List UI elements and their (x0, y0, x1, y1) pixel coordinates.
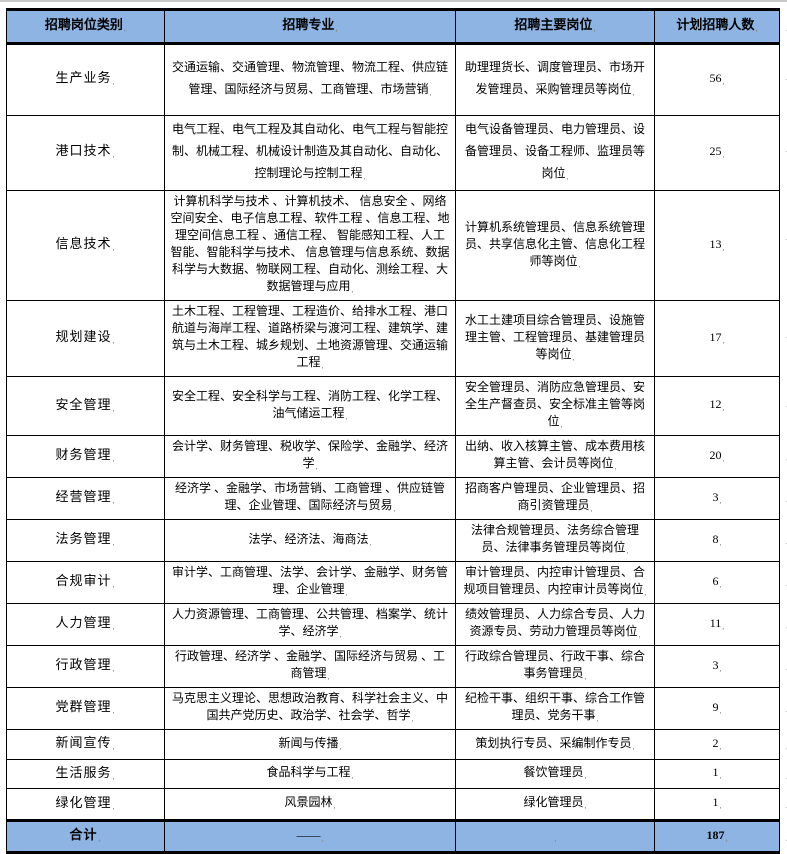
header-label-count: 计划招聘人数 (676, 16, 757, 37)
majors-cell: 会计学、财务管理、税收学、保险学、金融学、经济学 (165, 436, 456, 477)
majors-cell: 土木工程、工程管理、工程造价、给排水工程、港口航道与海岸工程、道路桥梁与渡河工程… (165, 301, 456, 376)
table-row: 财务管理 会计学、财务管理、税收学、保险学、金融学、经济学 出纳、收入核算主管、… (7, 436, 787, 478)
majors-cell: 新闻与传播 (165, 730, 456, 759)
positions-cell: 计算机系统管理员、信息系统管理员、共享信息化主管、信息化工程师等岗位 (456, 191, 655, 300)
count-cell: 1 (655, 760, 779, 788)
total-count-cell: 187 (655, 822, 779, 851)
category-cell: 新闻宣传 (7, 730, 165, 759)
count-cell: 1 (655, 789, 779, 819)
majors-cell: 电气工程、电气工程及其自动化、电气工程与智能控制、机械工程、机械设计制造及其自动… (165, 116, 456, 190)
positions-cell: 招商客户管理员、企业管理员、招商引资管理员 (456, 478, 655, 519)
table-row: 信息技术 计算机科学与技术 、计算机技术、 信息安全 、网络空间安全、电子信息工… (7, 191, 787, 301)
table-row: 安全管理 安全工程、安全科学与工程、消防工程、化学工程、油气储运工程 安全管理员… (7, 377, 787, 436)
table-row: 法务管理 法学、经济法、海商法 法律合规管理员、法务综合管理员、法律事务管理员等… (7, 520, 787, 562)
positions-cell: 水工土建项目综合管理员、设施管理主管、工程管理员、基建管理员等岗位 (456, 301, 655, 376)
majors-cell: 风景园林 (165, 789, 456, 819)
category-cell: 法务管理 (7, 520, 165, 561)
count-cell: 11 (655, 604, 779, 645)
category-cell: 经营管理 (7, 478, 165, 519)
count-cell: 9 (655, 688, 779, 729)
category-cell: 人力管理 (7, 604, 165, 645)
count-cell: 17 (655, 301, 779, 376)
count-cell: 12 (655, 377, 779, 435)
count-cell: 25 (655, 116, 779, 190)
table-row: 党群管理 马克思主义理论、思想政治教育、科学社会主义、中国共产党历史、政治学、社… (7, 688, 787, 730)
positions-cell: 策划执行专员、采编制作专员 (456, 730, 655, 759)
category-cell: 财务管理 (7, 436, 165, 477)
table-row: 经营管理 经济学 、金融学、市场营销、工商管理 、供应链管理、企业管理、国际经济… (7, 478, 787, 520)
count-cell: 2 (655, 730, 779, 759)
positions-cell: 绿化管理员 (456, 789, 655, 819)
table-row: 绿化管理 风景园林 绿化管理员 1 (7, 789, 787, 822)
total-label-cell: 合计 (7, 822, 165, 851)
table-row: 新闻宣传 新闻与传播 策划执行专员、采编制作专员 2 (7, 730, 787, 760)
category-cell: 合规审计 (7, 562, 165, 603)
table-row: 合规审计 审计学、工商管理、法学、会计学、金融学、财务管理、企业管理 审计管理员… (7, 562, 787, 604)
count-cell: 13 (655, 191, 779, 300)
table-row: 行政管理 行政管理、经济学 、金融学、国际经济与贸易 、工商管理 行政综合管理员… (7, 646, 787, 688)
recruitment-table: 招聘岗位类别 招聘专业 招聘主要岗位 计划招聘人数 生产业务 交通运输、交通管理… (6, 8, 787, 854)
count-cell: 3 (655, 646, 779, 687)
majors-cell: 法学、经济法、海商法 (165, 520, 456, 561)
majors-cell: 行政管理、经济学 、金融学、国际经济与贸易 、工商管理 (165, 646, 456, 687)
category-cell: 信息技术 (7, 191, 165, 300)
top-divider (0, 0, 787, 2)
count-cell: 6 (655, 562, 779, 603)
category-cell: 党群管理 (7, 688, 165, 729)
header-cell-majors: 招聘专业 (165, 11, 456, 42)
table-footer-row: 合计 —— 187 (7, 822, 787, 851)
majors-cell: 计算机科学与技术 、计算机技术、 信息安全 、网络空间安全、电子信息工程、软件工… (165, 191, 456, 300)
header-cell-count: 计划招聘人数 (655, 11, 779, 42)
table-header-row: 招聘岗位类别 招聘专业 招聘主要岗位 计划招聘人数 (7, 11, 787, 45)
positions-cell: 绩效管理员、人力综合专员、人力资源专员、劳动力管理员等岗位 (456, 604, 655, 645)
category-cell: 港口技术 (7, 116, 165, 190)
positions-cell: 审计管理员、内控审计管理员、合规项目管理员、内控审计员等岗位 (456, 562, 655, 603)
table-row: 港口技术 电气工程、电气工程及其自动化、电气工程与智能控制、机械工程、机械设计制… (7, 116, 787, 191)
category-cell: 生活服务 (7, 760, 165, 788)
category-cell: 安全管理 (7, 377, 165, 435)
table-row: 生活服务 食品科学与工程 餐饮管理员 1 (7, 760, 787, 789)
category-cell: 规划建设 (7, 301, 165, 376)
header-cell-positions: 招聘主要岗位 (456, 11, 655, 42)
table-row: 人力管理 人力资源管理、工商管理、公共管理、档案学、统计学、经济学 绩效管理员、… (7, 604, 787, 646)
category-cell: 绿化管理 (7, 789, 165, 819)
positions-cell: 电气设备管理员、电力管理员、设备管理员、设备工程师、监理员等岗位 (456, 116, 655, 190)
positions-cell: 行政综合管理员、行政干事、综合事务管理员 (456, 646, 655, 687)
positions-cell: 助理理货长、调度管理员、市场开发管理员、采购管理员等岗位 (456, 45, 655, 115)
majors-cell: 经济学 、金融学、市场营销、工商管理 、供应链管理、企业管理、国际经济与贸易 (165, 478, 456, 519)
count-cell: 8 (655, 520, 779, 561)
category-cell: 行政管理 (7, 646, 165, 687)
category-cell: 生产业务 (7, 45, 165, 115)
majors-cell: 安全工程、安全科学与工程、消防工程、化学工程、油气储运工程 (165, 377, 456, 435)
positions-cell: 安全管理员、消防应急管理员、安全生产督查员、安全标准主管等岗位 (456, 377, 655, 435)
majors-cell: 人力资源管理、工商管理、公共管理、档案学、统计学、经济学 (165, 604, 456, 645)
majors-cell: 交通运输、交通管理、物流管理、物流工程、供应链管理、国际经济与贸易、工商管理、市… (165, 45, 456, 115)
header-label-positions: 招聘主要岗位 (514, 16, 595, 37)
count-cell: 20 (655, 436, 779, 477)
positions-cell: 法律合规管理员、法务综合管理员、法律事务管理员等岗位 (456, 520, 655, 561)
header-label-majors: 招聘专业 (282, 16, 337, 37)
total-majors-cell: —— (165, 822, 456, 851)
positions-cell: 餐饮管理员 (456, 760, 655, 788)
majors-cell: 审计学、工商管理、法学、会计学、金融学、财务管理、企业管理 (165, 562, 456, 603)
header-cell-category: 招聘岗位类别 (7, 11, 165, 42)
table-row: 规划建设 土木工程、工程管理、工程造价、给排水工程、港口航道与海岸工程、道路桥梁… (7, 301, 787, 377)
positions-cell: 出纳、收入核算主管、成本费用核算主管、会计员等岗位 (456, 436, 655, 477)
majors-cell: 马克思主义理论、思想政治教育、科学社会主义、中国共产党历史、政治学、社会学、哲学 (165, 688, 456, 729)
header-label-category: 招聘岗位类别 (45, 16, 126, 37)
count-cell: 56 (655, 45, 779, 115)
majors-cell: 食品科学与工程 (165, 760, 456, 788)
total-positions-cell (456, 822, 655, 851)
table-row: 生产业务 交通运输、交通管理、物流管理、物流工程、供应链管理、国际经济与贸易、工… (7, 45, 787, 116)
count-cell: 3 (655, 478, 779, 519)
positions-cell: 纪检干事、组织干事、综合工作管理员、党务干事 (456, 688, 655, 729)
